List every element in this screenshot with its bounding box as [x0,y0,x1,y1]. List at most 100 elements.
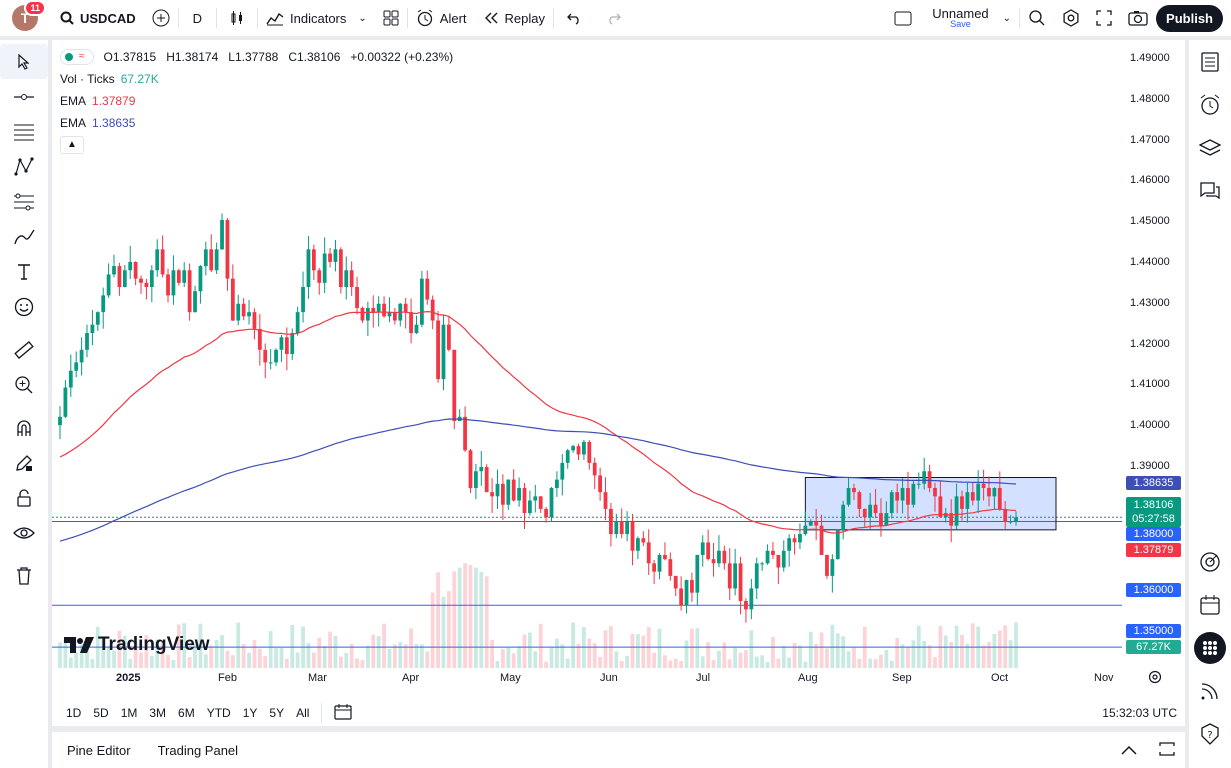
volume-bar [819,632,824,668]
search-plus-icon [1029,10,1045,26]
products-button[interactable] [1189,626,1231,669]
volume-bar [663,655,667,668]
range-1d[interactable]: 1D [66,706,82,720]
expand-panel-button[interactable] [1121,743,1137,758]
trading-panel-tab[interactable]: Trading Panel [157,742,239,758]
collapse-legend-button[interactable]: ▲ [60,136,84,154]
volume-bar [987,642,991,668]
candle-body [446,324,451,350]
candle-body [409,312,413,334]
volume-bar [538,623,543,668]
volume-bar [160,642,165,668]
volume-bar [79,644,84,668]
ema-fast-legend[interactable]: EMA 1.37879 [60,90,457,112]
help-button[interactable]: ? [1189,712,1231,755]
volume-label: Vol · Ticks [60,72,115,86]
range-1y[interactable]: 1Y [242,706,258,720]
candle-body [68,370,73,388]
replay-button[interactable]: Replay [475,0,553,36]
range-6m[interactable]: 6M [178,706,195,720]
forecast-tool[interactable] [0,184,48,219]
range-3m[interactable]: 3M [149,706,167,720]
volume-legend[interactable]: Vol · Ticks 67.27K [60,68,457,90]
cursor-tool[interactable] [0,44,48,79]
price-label: 1.45000 [1130,215,1170,227]
object-tree-button[interactable] [1189,126,1231,169]
pine-editor-tab[interactable]: Pine Editor [67,742,131,758]
undo-button[interactable] [554,0,594,36]
settings-button[interactable] [1054,0,1088,36]
alerts-panel-button[interactable] [1189,83,1231,126]
user-avatar[interactable]: T 11 [12,0,46,31]
lock-tool[interactable] [0,480,48,515]
alert-button[interactable]: Alert [408,0,475,36]
streams-button[interactable] [1189,669,1231,712]
measure-tool[interactable] [0,332,48,367]
chat-button[interactable] [1189,169,1231,212]
volume-bar [943,635,948,668]
visibility-tool[interactable] [0,515,48,550]
emoji-tool[interactable] [0,289,48,324]
candle-body [176,270,181,283]
range-1m[interactable]: 1M [120,706,138,720]
volume-bar [101,638,106,668]
publish-button[interactable]: Publish [1156,4,1223,32]
range-all[interactable]: All [296,706,310,720]
status-pill[interactable]: ≈ [60,49,94,65]
candle-body [382,303,386,317]
volume-bar [376,636,381,668]
quick-search-button[interactable] [1020,0,1054,36]
price-chart[interactable] [52,40,1122,668]
clock-display[interactable]: 15:32:03 UTC [1102,706,1177,720]
text-tool[interactable] [0,254,48,289]
ideas-button[interactable] [1189,540,1231,583]
layout-name-button[interactable]: Unnamed Save ⌄ [886,0,1019,36]
remove-drawings-tool[interactable] [0,558,48,593]
axis-settings-button[interactable] [1148,670,1162,689]
volume-bar [171,659,176,668]
gear-icon [1063,9,1079,27]
candle-body [360,307,365,321]
range-ytd[interactable]: YTD [206,706,231,720]
volume-bar [727,659,732,668]
magnet-tool[interactable] [0,410,48,445]
price-scale[interactable]: 1.49000 1.48000 1.47000 1.46000 1.45000 … [1122,40,1185,674]
range-5y[interactable]: 5Y [269,706,285,720]
maximize-panel-button[interactable] [1159,741,1175,759]
zoom-tool[interactable] [0,367,48,402]
time-axis[interactable]: 2025 Feb Mar Apr May Jun Jul Aug Sep Oct… [52,668,1122,688]
candle-body [841,504,846,530]
fullscreen-button[interactable] [1088,0,1120,36]
goto-date-button[interactable] [328,703,358,723]
ema-slow-legend[interactable]: EMA 1.38635 [60,112,457,134]
calendar-button[interactable] [1189,583,1231,626]
volume-bar [576,643,581,668]
brush-tool[interactable] [0,219,48,254]
symbol-search[interactable]: USDCAD [52,0,144,36]
pattern-tool[interactable] [0,149,48,184]
range-5d[interactable]: 5D [93,706,109,720]
volume-bar [128,658,133,668]
candle-body [997,487,1002,509]
fib-tool[interactable] [0,114,48,149]
gear-icon [1148,670,1162,684]
volume-bar [997,630,1002,668]
redo-button[interactable] [594,0,634,36]
interval-button[interactable]: D [192,10,203,26]
volume-bar [771,637,775,668]
last-price-badge: 1.38106 05:27:58 [1126,497,1181,527]
volume-bar [176,624,181,668]
chart-type-button[interactable] [217,0,257,36]
compare-symbol-button[interactable] [144,0,178,36]
divider [177,8,179,28]
drawing-mode-tool[interactable] [0,445,48,480]
watchlist-button[interactable] [1189,40,1231,83]
candle-body [857,492,862,509]
volume-bar [452,571,457,668]
chart-pane[interactable]: ≈ O1.37815 H1.38174 L1.37788 C1.38106 +0… [52,40,1185,726]
candle-body [322,253,327,283]
snapshot-button[interactable] [1120,0,1156,36]
layouts-button[interactable] [375,0,407,36]
indicators-button[interactable]: Indicators ⌄ [258,0,375,36]
trend-line-tool[interactable] [0,79,48,114]
